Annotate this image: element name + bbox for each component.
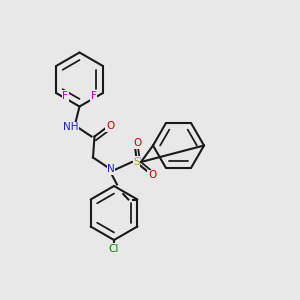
Text: S: S xyxy=(133,157,140,167)
Text: F: F xyxy=(62,91,68,101)
Text: Cl: Cl xyxy=(109,244,119,254)
Text: NH: NH xyxy=(63,122,78,133)
Text: O: O xyxy=(106,121,114,131)
Text: O: O xyxy=(148,170,156,181)
Text: O: O xyxy=(134,138,142,148)
Text: F: F xyxy=(91,91,97,101)
Text: N: N xyxy=(107,164,115,175)
